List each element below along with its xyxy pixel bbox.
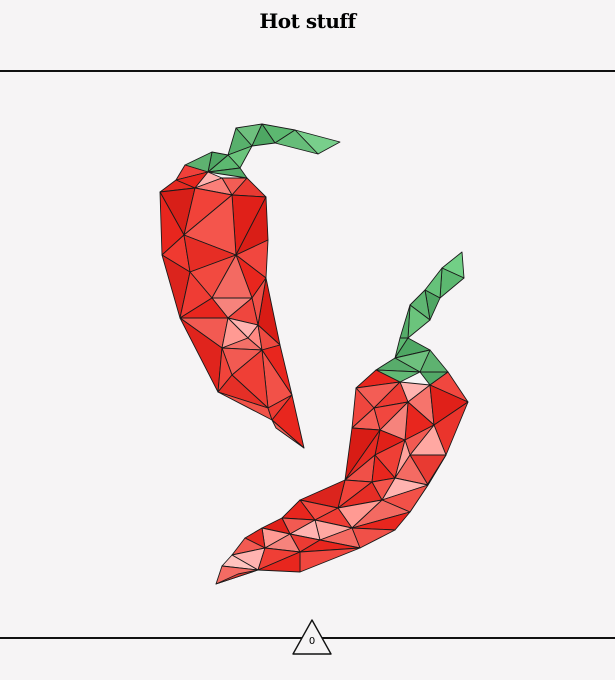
page-title: Hot stuff (259, 9, 356, 33)
counter-badge[interactable]: 0 (291, 619, 333, 655)
left-chili-pepper-icon (159, 123, 341, 449)
header-bar: Hot stuff (0, 0, 615, 72)
counter-value: 0 (308, 636, 316, 647)
right-chili-pepper-icon (215, 251, 469, 585)
triangle-icon (292, 619, 332, 655)
